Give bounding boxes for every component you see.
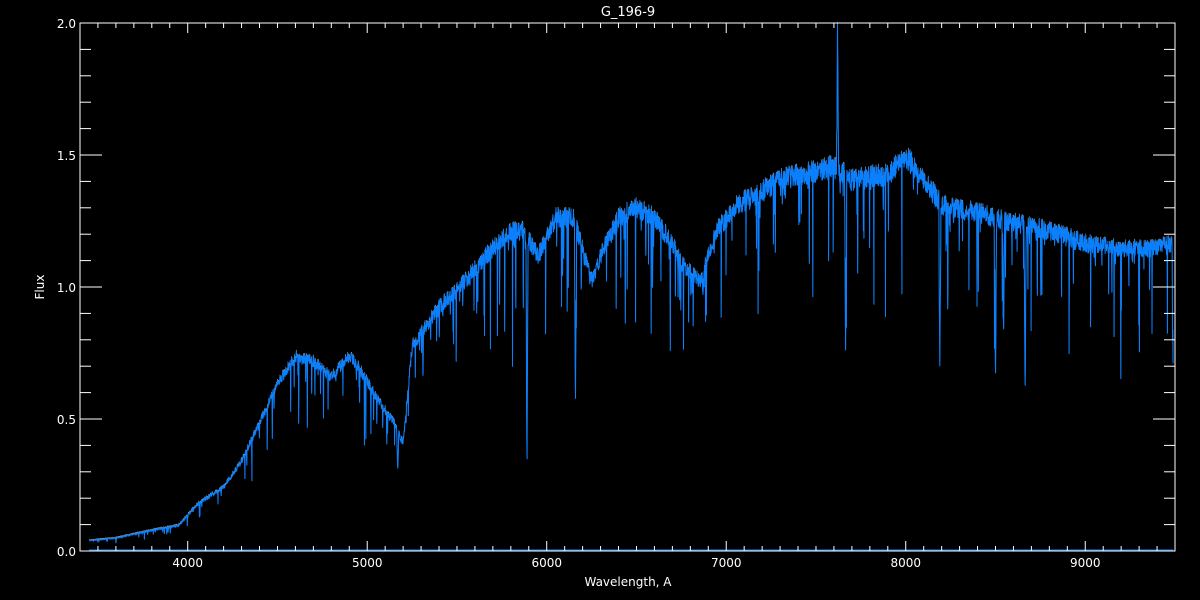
y-tick-label: 2.0 <box>57 17 76 31</box>
x-axis-label: Wavelength, A <box>584 575 672 589</box>
y-tick-label: 0.5 <box>57 413 76 427</box>
x-tick-label: 4000 <box>172 556 203 570</box>
x-tick-label: 8000 <box>890 556 921 570</box>
axes-layer: 4000 5000 6000 7000 8000 9000 0.0 0.5 1.0 1.5 2.0 <box>57 17 1176 570</box>
y-tick-label: 1.0 <box>57 281 76 295</box>
spectrum-line <box>88 22 1174 544</box>
y-tick-label: 1.5 <box>57 149 76 163</box>
y-axis-label: Flux <box>33 275 47 300</box>
x-tick-label: 9000 <box>1070 556 1101 570</box>
y-tick-label: 0.0 <box>57 545 76 559</box>
x-tick-label: 6000 <box>531 556 562 570</box>
x-tick-label: 5000 <box>352 556 383 570</box>
series-layer <box>88 21 1174 551</box>
x-tick-label: 7000 <box>711 556 742 570</box>
chart-title: G_196-9 <box>601 5 655 20</box>
